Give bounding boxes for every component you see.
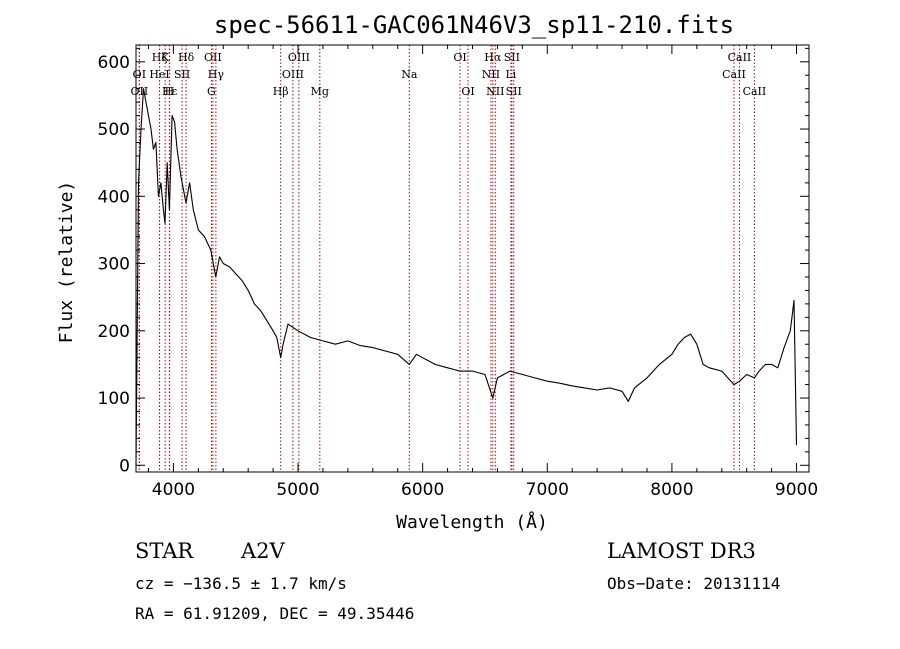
spectral-line-label: NII (486, 85, 504, 98)
spectral-line-label: Li (505, 68, 516, 81)
coordinates: RA = 61.91209, DEC = 49.35446 (135, 604, 415, 623)
spectral-line-label: CaII (722, 68, 746, 81)
spectral-line-label: Hγ (208, 68, 225, 81)
redshift-velocity: cz = −136.5 ± 1.7 km/s (135, 574, 347, 593)
spectral-line-label: Hζ (152, 51, 168, 64)
spectral-line-label: Hβ (273, 85, 289, 98)
spectrum-layer (135, 88, 798, 466)
spectral-line-label: HeI (149, 68, 169, 81)
spectral-line-label: K (161, 51, 170, 64)
axis-ticks-layer: 4000 5000 6000 7000 8000 9000 0 100 200 300 400 500… (98, 45, 818, 500)
x-tick-label: 5000 (276, 480, 319, 500)
spectral-line-label: CaII (743, 85, 767, 98)
spectral-line-label: Mg (311, 85, 329, 98)
x-axis-label: Wavelength (Å) (396, 511, 548, 533)
plot-frame (135, 44, 810, 473)
spectral-line-label: OII (131, 85, 149, 98)
y-tick-label: 0 (119, 456, 130, 476)
spectral-line-label: SII (174, 68, 190, 81)
x-tick-label: 7000 (526, 480, 569, 500)
spectral-line-label: OII (204, 51, 222, 64)
spectral-line-label: OIII (288, 51, 310, 64)
x-tick-label: 9000 (775, 480, 818, 500)
x-tick-label: 6000 (401, 480, 444, 500)
y-tick-label: 300 (98, 255, 130, 275)
spectral-line-label: NII (482, 68, 500, 81)
spectral-line-label: Na (401, 68, 418, 81)
spectral-line-label: Hα (484, 51, 502, 64)
y-tick-label: 400 (98, 187, 130, 207)
spectral-line-label: Hδ (178, 51, 195, 64)
spectrum-series-line (135, 88, 798, 466)
object-class: STAR (135, 539, 194, 563)
spectral-line-label: OI (453, 51, 466, 64)
y-tick-label: 200 (98, 322, 130, 342)
chart-title: spec-56611-GAC061N46V3_sp11-210.fits (214, 11, 734, 39)
spectral-line-label: OIII (282, 68, 304, 81)
object-subclass: A2V (241, 539, 285, 563)
spectral-line-label: SII (504, 51, 520, 64)
spectral-line-label: H (165, 85, 175, 98)
spectral-line-label: G (207, 85, 216, 98)
x-tick-label: 4000 (152, 480, 195, 500)
x-tick-label: 8000 (650, 480, 693, 500)
observation-date: Obs−Date: 20131114 (607, 574, 781, 593)
y-axis-label: Flux (relative) (56, 181, 77, 344)
y-tick-label: 500 (98, 120, 130, 140)
spectral-line-label: OI (461, 85, 474, 98)
y-tick-label: 100 (98, 389, 130, 409)
spectral-line-label: CaII (728, 51, 752, 64)
spectral-line-label: SII (506, 85, 522, 98)
survey-name: LAMOST DR3 (607, 539, 756, 563)
y-tick-label: 600 (98, 53, 130, 73)
